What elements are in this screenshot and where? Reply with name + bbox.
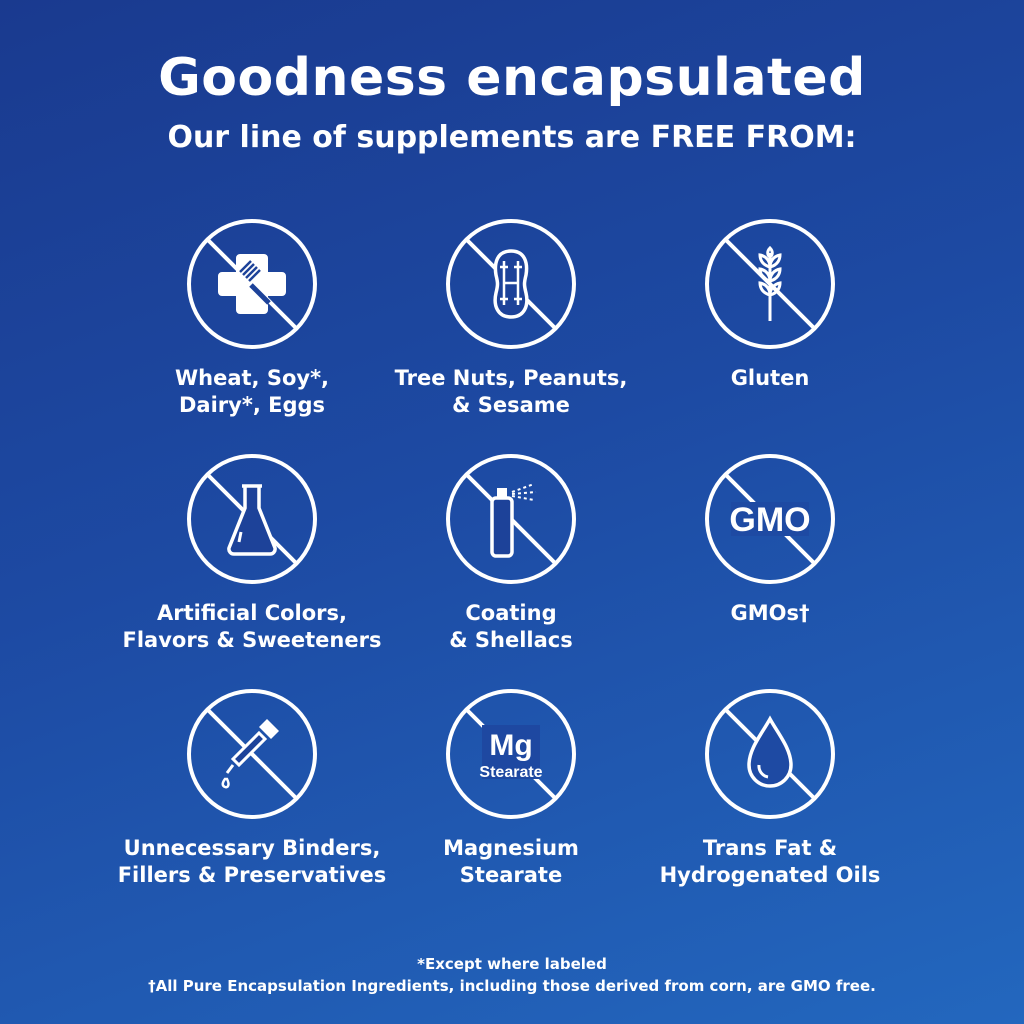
page-title: Goodness encapsulated — [158, 48, 866, 108]
gmo-icon-text: GMO — [729, 501, 810, 539]
dropper-icon — [187, 689, 317, 819]
page-subtitle: Our line of supplements are FREE FROM: — [167, 120, 857, 155]
wheat-icon — [705, 219, 835, 349]
flask-icon — [187, 454, 317, 584]
item-label-line2: Fillers & Preservatives — [117, 863, 387, 887]
free-from-item-gluten: Gluten — [620, 217, 920, 392]
free-from-item-trans-fat: Trans Fat & Hydrogenated Oils — [620, 687, 920, 889]
footnote-dagger: †All Pure Encapsulation Ingredients, inc… — [148, 977, 876, 995]
stearate-icon-text: Stearate — [479, 764, 542, 781]
spray-can-icon — [446, 454, 576, 584]
item-label-line1: Magnesium — [443, 836, 579, 860]
gmo-icon: GMO — [705, 454, 835, 584]
item-label-line2: Dairy*, Eggs — [178, 393, 326, 417]
peanut-icon — [446, 219, 576, 349]
free-from-item-allergens: Wheat, Soy*, Dairy*, Eggs — [102, 217, 402, 419]
free-from-item-coating: Coating & Shellacs — [361, 452, 661, 654]
footnote-asterisk: *Except where labeled — [417, 955, 607, 973]
mg-stearate-icon: Mg Stearate — [446, 689, 576, 819]
item-label-line1: Coating — [465, 601, 557, 625]
item-label-line2: Hydrogenated Oils — [659, 863, 881, 887]
free-from-item-binders: Unnecessary Binders, Fillers & Preservati… — [102, 687, 402, 889]
free-from-item-nuts: Tree Nuts, Peanuts, & Sesame — [361, 217, 661, 419]
oil-drop-icon — [705, 689, 835, 819]
item-label-line2: & Sesame — [452, 393, 570, 417]
item-label-line1: Wheat, Soy*, — [174, 366, 330, 390]
item-label-line1: Artificial Colors, — [156, 601, 348, 625]
item-label-line1: Tree Nuts, Peanuts, — [394, 366, 628, 390]
item-label-line1: GMOs† — [730, 601, 810, 625]
free-from-item-mg-stearate: Mg Stearate Magnesium Stearate — [361, 687, 661, 889]
free-from-item-gmo: GMO GMOs† — [620, 452, 920, 627]
item-label-line1: Trans Fat & — [702, 836, 838, 860]
item-label-line2: Stearate — [459, 863, 563, 887]
allergen-cross-fork-icon — [187, 219, 317, 349]
item-label-line2: & Shellacs — [449, 628, 573, 652]
free-from-item-artificial: Artificial Colors, Flavors & Sweeteners — [102, 452, 402, 654]
mg-icon-text: Mg — [489, 729, 532, 762]
item-label-line2: Flavors & Sweeteners — [122, 628, 382, 652]
item-label-line1: Gluten — [730, 366, 810, 390]
item-label-line1: Unnecessary Binders, — [123, 836, 381, 860]
